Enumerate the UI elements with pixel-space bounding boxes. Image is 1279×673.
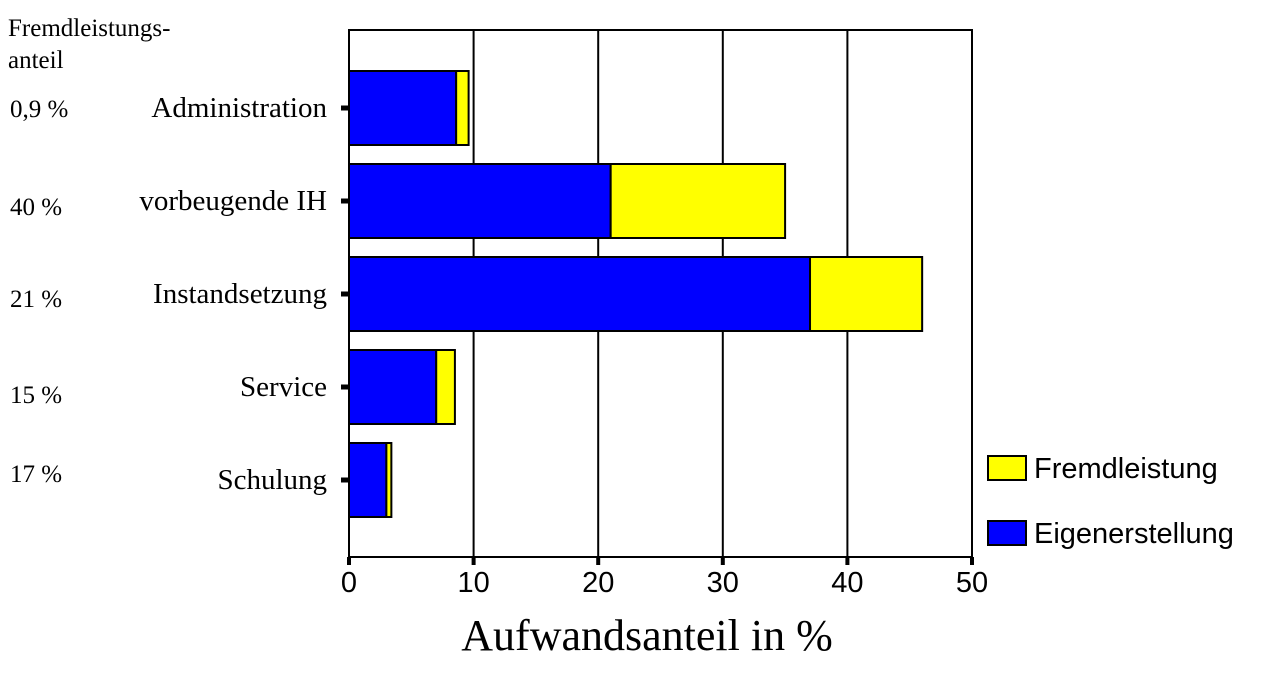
bars — [348, 70, 924, 518]
bar-eigenerstellung-5 — [348, 442, 388, 518]
bar-eigenerstellung-1 — [348, 70, 458, 146]
x-tick-label: 40 — [831, 567, 863, 599]
legend-swatch-fremdleistung — [987, 455, 1027, 481]
side-annotation-value: 40 % — [10, 194, 62, 221]
bar-fremdleistung-2 — [609, 163, 787, 239]
legend-swatch-eigenerstellung — [987, 520, 1027, 546]
side-annotation-value: 21 % — [10, 286, 62, 313]
x-axis: 0 10 20 30 40 50 — [341, 557, 988, 599]
legend-label-eigenerstellung: Eigenerstellung — [1034, 518, 1234, 550]
side-annotation-title-line1: Fremdleistungs- — [8, 15, 171, 42]
category-label: Administration — [151, 92, 327, 124]
x-tick-label: 0 — [341, 567, 357, 599]
side-annotation-value: 15 % — [10, 382, 62, 409]
side-annotation-values: 0,9 % 40 % 21 % 15 % 17 % — [10, 96, 68, 488]
bar-eigenerstellung-2 — [348, 163, 612, 239]
bar-fremdleistung-4 — [435, 349, 456, 425]
legend-label-fremdleistung: Fremdleistung — [1034, 453, 1218, 485]
side-annotation-value: 17 % — [10, 461, 62, 488]
category-label: Instandsetzung — [153, 278, 327, 310]
bar-eigenerstellung-4 — [348, 349, 438, 425]
side-annotation-value: 0,9 % — [10, 96, 68, 123]
x-tick-label: 20 — [582, 567, 614, 599]
category-labels: Administration vorbeugende IH Instandsetzu… — [139, 92, 349, 496]
bar-fremdleistung-3 — [809, 256, 924, 332]
category-label: Schulung — [217, 464, 327, 496]
category-label: Service — [240, 371, 327, 403]
x-tick-label: 50 — [956, 567, 988, 599]
legend: Fremdleistung Eigenerstellung — [987, 453, 1234, 550]
side-annotation-title-line2: anteil — [8, 47, 64, 74]
side-annotation: Fremdleistungs- anteil 0,9 % 40 % 21 % 15 %… — [8, 15, 171, 488]
bar-fremdleistung-1 — [455, 70, 470, 146]
bar-eigenerstellung-3 — [348, 256, 812, 332]
x-tick-label: 10 — [457, 567, 489, 599]
x-tick-label: 30 — [707, 567, 739, 599]
category-label: vorbeugende IH — [139, 185, 327, 217]
x-axis-title: Aufwandsanteil in % — [461, 611, 832, 660]
bar-fremdleistung-5 — [385, 442, 393, 518]
